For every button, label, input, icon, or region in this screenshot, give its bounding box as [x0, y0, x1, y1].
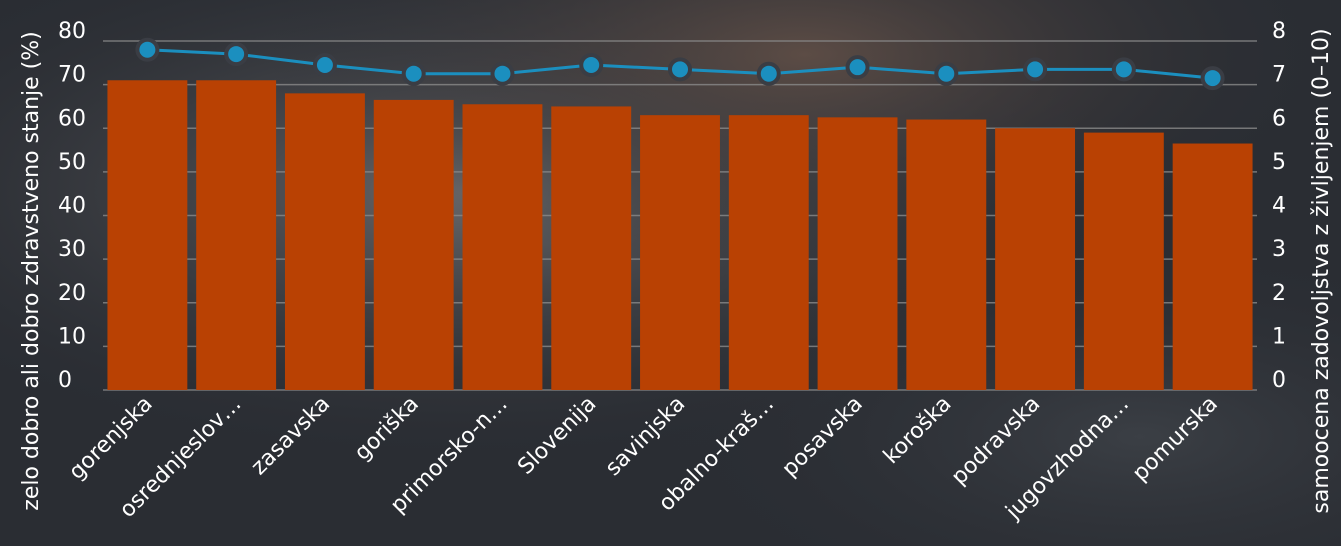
- bar: [373, 99, 454, 391]
- y2-tick-labels: 0 1 2 3 4 5 6 7 8: [1272, 19, 1286, 393]
- x-tick-label: podravska: [947, 392, 1045, 490]
- bar: [817, 117, 898, 390]
- bar: [462, 104, 543, 390]
- y-tick-label: 80: [58, 19, 86, 44]
- y-tick-label: 30: [58, 237, 86, 262]
- y-tick-label: 70: [58, 63, 86, 88]
- y2-tick-label: 5: [1272, 150, 1286, 175]
- bar: [1172, 143, 1253, 390]
- line-point: [135, 37, 160, 62]
- line-point: [1023, 57, 1048, 82]
- y-tick-labels: 0 10 20 30 40 50 60 70 80: [58, 19, 86, 393]
- bar: [906, 119, 987, 391]
- bar: [640, 115, 720, 390]
- x-tick-label: gorenjska: [64, 392, 157, 485]
- line-series: [135, 37, 1225, 91]
- line-point: [845, 55, 870, 80]
- line-point: [668, 57, 692, 82]
- line-point: [312, 52, 337, 77]
- y-tick-label: 10: [58, 324, 86, 349]
- bar: [1083, 132, 1164, 391]
- y2-tick-label: 4: [1272, 194, 1286, 219]
- line-point: [1111, 57, 1136, 82]
- y2-axis-title: samoocena zadovoljstva z življenjem (0–1…: [1309, 28, 1334, 513]
- y-tick-label: 60: [58, 106, 86, 131]
- bar: [107, 80, 188, 390]
- x-tick-label: posavska: [777, 392, 867, 482]
- line-point: [1200, 66, 1225, 91]
- y2-tick-label: 2: [1272, 281, 1286, 306]
- line-point: [756, 61, 781, 86]
- y2-tick-label: 0: [1272, 368, 1286, 393]
- bar: [284, 93, 365, 390]
- line-point: [490, 61, 515, 86]
- line-point: [579, 52, 604, 77]
- x-tick-label: pomurska: [1128, 392, 1223, 487]
- bar: [995, 128, 1076, 390]
- x-tick-label: zasavska: [247, 392, 336, 481]
- y2-tick-label: 6: [1272, 106, 1286, 131]
- y2-tick-label: 8: [1272, 19, 1286, 44]
- x-tick-label: goriška: [350, 392, 424, 466]
- y-tick-label: 0: [58, 368, 72, 393]
- y-tick-label: 50: [58, 150, 86, 175]
- line-point: [934, 61, 959, 86]
- line-point: [401, 61, 426, 86]
- y-axis-title: zelo dobro ali dobro zdravstveno stanje …: [19, 31, 44, 510]
- x-tick-label: Slovenija: [513, 392, 601, 480]
- x-tick-label: savinjska: [601, 392, 690, 481]
- bar: [196, 80, 277, 390]
- y2-tick-label: 1: [1272, 324, 1286, 349]
- y-tick-label: 20: [58, 281, 86, 306]
- x-tick-label: koroška: [879, 392, 957, 470]
- y-tick-label: 40: [58, 194, 86, 219]
- bars: [107, 80, 1253, 391]
- y2-tick-label: 7: [1272, 63, 1286, 88]
- y2-tick-label: 3: [1272, 237, 1286, 262]
- bar: [551, 106, 632, 390]
- line-point: [224, 42, 249, 67]
- bar: [728, 115, 809, 390]
